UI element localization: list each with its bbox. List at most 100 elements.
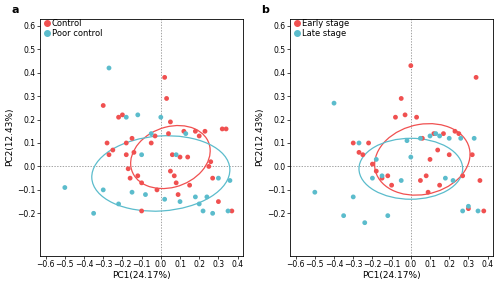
Point (364, 141, 372, 145)
Point (372, 157, 380, 162)
Point (470, 136, 478, 141)
Point (330, 101, 338, 106)
Point (138, 180, 145, 185)
Point (445, 136, 453, 141)
Point (138, 209, 145, 213)
Point (164, 131, 172, 136)
Point (172, 152, 180, 157)
Point (118, 113, 126, 117)
Point (147, 131, 155, 136)
Point (403, 138, 411, 143)
Point (105, 66, 113, 70)
Point (206, 160, 214, 164)
Point (434, 148, 442, 152)
Point (201, 129, 209, 134)
Point (61, 185, 69, 190)
Point (134, 113, 142, 117)
Point (162, 96, 170, 101)
Point (476, 178, 484, 183)
Point (224, 209, 232, 213)
Text: a: a (12, 5, 19, 15)
Point (378, 176, 386, 180)
Point (468, 152, 476, 157)
Point (128, 190, 136, 194)
Point (449, 178, 457, 183)
Point (384, 213, 392, 218)
Point (157, 115, 165, 120)
Point (170, 174, 178, 178)
Point (340, 213, 347, 218)
Point (124, 166, 132, 171)
Point (186, 183, 194, 187)
Point (349, 194, 357, 199)
Point (90, 211, 98, 216)
Point (436, 134, 444, 138)
Point (442, 176, 450, 180)
Point (184, 155, 192, 159)
Point (388, 183, 396, 187)
Point (397, 96, 405, 101)
Point (368, 176, 376, 180)
Point (199, 209, 207, 213)
Point (311, 190, 319, 194)
Point (122, 141, 130, 145)
Point (160, 197, 168, 202)
Y-axis label: PC2(12.43%): PC2(12.43%) (256, 108, 264, 166)
Legend: Early stage, Late stage: Early stage, Late stage (294, 18, 350, 39)
Point (355, 150, 363, 155)
Point (99, 103, 107, 108)
Point (426, 134, 434, 138)
Point (195, 134, 203, 138)
Point (464, 204, 472, 208)
Point (372, 169, 380, 173)
Point (208, 176, 216, 180)
Point (416, 136, 424, 141)
Point (456, 136, 464, 141)
Point (480, 209, 488, 213)
Point (407, 155, 415, 159)
Point (355, 141, 363, 145)
Point (228, 209, 236, 213)
Point (464, 206, 472, 211)
Point (360, 221, 368, 225)
Point (176, 155, 184, 159)
Point (424, 190, 432, 194)
Point (176, 199, 184, 204)
Point (195, 202, 203, 206)
Point (458, 174, 466, 178)
Point (384, 174, 392, 178)
Point (214, 199, 222, 204)
Point (168, 152, 176, 157)
Point (436, 183, 444, 187)
Point (128, 136, 136, 141)
Point (445, 152, 453, 157)
Point (214, 176, 222, 180)
Point (426, 157, 434, 162)
Point (114, 202, 122, 206)
Point (174, 192, 182, 197)
Point (103, 141, 111, 145)
Point (401, 113, 409, 117)
Point (105, 152, 113, 157)
Point (226, 178, 234, 183)
Point (138, 152, 145, 157)
Point (412, 115, 420, 120)
Point (142, 192, 150, 197)
Point (472, 75, 480, 80)
Point (122, 152, 130, 157)
Point (407, 63, 415, 68)
Point (166, 120, 174, 124)
Text: b: b (262, 5, 270, 15)
Point (147, 141, 155, 145)
Point (378, 174, 386, 178)
Point (392, 115, 400, 120)
Point (122, 115, 130, 120)
Legend: Control, Poor control: Control, Poor control (44, 18, 103, 39)
Point (166, 169, 174, 173)
Point (208, 211, 216, 216)
Point (418, 136, 426, 141)
Point (160, 75, 168, 80)
Point (474, 209, 482, 213)
Point (432, 131, 440, 136)
Point (458, 209, 466, 213)
